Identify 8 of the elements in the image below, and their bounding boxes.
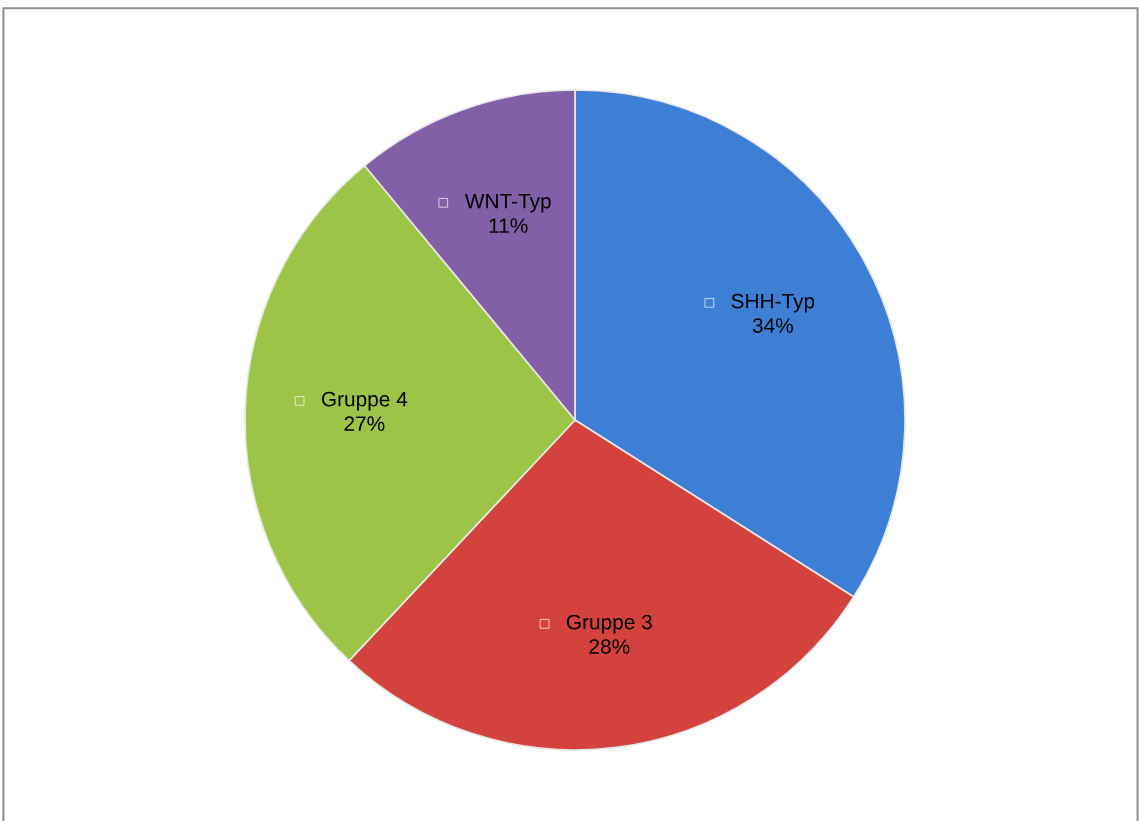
legend-label: SHH-Typ — [731, 293, 815, 313]
legend-label: Gruppe 4 — [321, 391, 408, 411]
data-label: 28% — [589, 639, 630, 654]
data-label: 11% — [489, 218, 528, 233]
legend-label: Gruppe 3 — [566, 614, 652, 634]
data-label: 34% — [752, 318, 793, 333]
legend-label: WNT-Typ — [464, 193, 551, 213]
data-label: 27% — [344, 416, 385, 431]
